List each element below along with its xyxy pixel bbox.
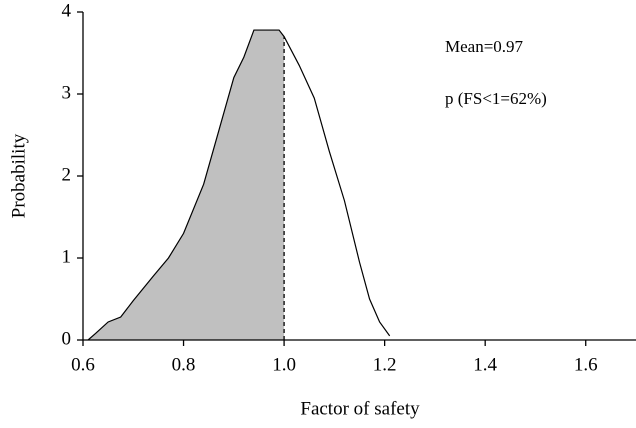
y-tick-label: 0 bbox=[62, 328, 72, 349]
x-tick-label: 0.8 bbox=[172, 354, 196, 375]
y-axis-label: Probability bbox=[8, 133, 29, 218]
annotation: p (FS<1=62%) bbox=[445, 89, 547, 108]
y-tick-label: 1 bbox=[62, 246, 72, 267]
x-tick-label: 1.2 bbox=[373, 354, 397, 375]
y-tick-label: 3 bbox=[62, 82, 72, 103]
x-axis-label: Factor of safety bbox=[300, 398, 420, 419]
annotation: Mean=0.97 bbox=[445, 37, 524, 56]
shaded-area bbox=[88, 30, 285, 340]
x-tick-label: 0.6 bbox=[71, 354, 95, 375]
x-tick-label: 1.4 bbox=[473, 354, 497, 375]
x-tick-label: 1.6 bbox=[574, 354, 598, 375]
line bbox=[87, 29, 391, 341]
x-tick-label: 1.0 bbox=[272, 354, 296, 375]
y-tick-label: 4 bbox=[62, 0, 72, 21]
y-tick-label: 2 bbox=[62, 164, 72, 185]
